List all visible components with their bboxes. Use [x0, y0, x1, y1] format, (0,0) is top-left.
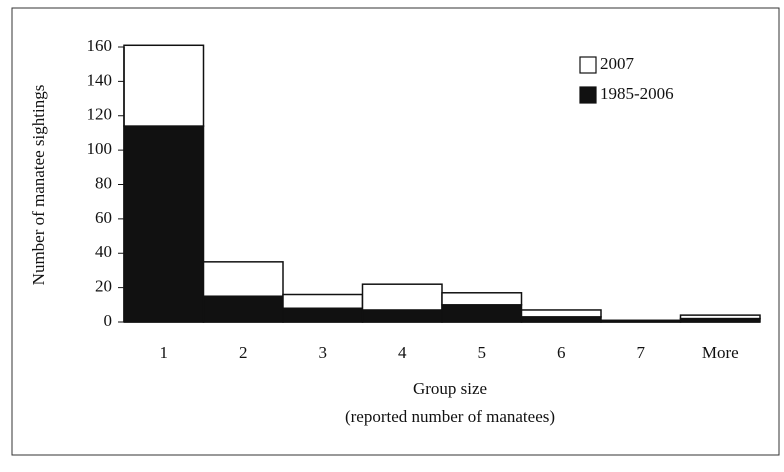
bar-segment	[282, 293, 364, 309]
bar-segment	[441, 304, 523, 323]
bar-segment	[520, 309, 602, 318]
x-tick-label: 1	[160, 343, 169, 362]
y-tick-label: 120	[87, 105, 113, 124]
y-tick-label: 100	[87, 139, 113, 158]
x-axis-title: Group size	[413, 379, 487, 398]
y-tick-label: 40	[95, 242, 112, 261]
legend-label: 2007	[600, 54, 635, 73]
y-tick-label: 80	[95, 173, 112, 192]
y-tick-label: 60	[95, 208, 112, 227]
x-axis-subtitle: (reported number of manatees)	[345, 407, 555, 426]
x-tick-label: 7	[637, 343, 646, 362]
y-tick-label: 160	[87, 36, 113, 55]
x-tick-label: 4	[398, 343, 407, 362]
bar-segment	[441, 292, 523, 306]
y-tick-label: 140	[87, 70, 113, 89]
x-tick-label: 6	[557, 343, 566, 362]
legend-label: 1985-2006	[600, 84, 674, 103]
bar-segment	[202, 261, 284, 297]
frame	[11, 7, 780, 456]
x-tick-label: More	[702, 343, 739, 362]
y-tick-label: 0	[104, 311, 113, 330]
bar-segment	[123, 44, 205, 127]
x-tick-label: 2	[239, 343, 248, 362]
bar-segment	[202, 295, 284, 323]
bar-segment	[361, 283, 443, 311]
bar-segment	[361, 309, 443, 323]
bar-segment	[123, 125, 205, 323]
x-tick-label: 3	[319, 343, 328, 362]
y-axis-title: Number of manatee sightings	[29, 85, 48, 286]
bar-segment	[520, 316, 602, 323]
bar-segment	[282, 307, 364, 323]
legend-swatch	[579, 56, 597, 74]
bar-segment	[679, 314, 761, 320]
y-tick-label: 20	[95, 277, 112, 296]
legend-swatch	[579, 86, 597, 104]
x-tick-label: 5	[478, 343, 487, 362]
